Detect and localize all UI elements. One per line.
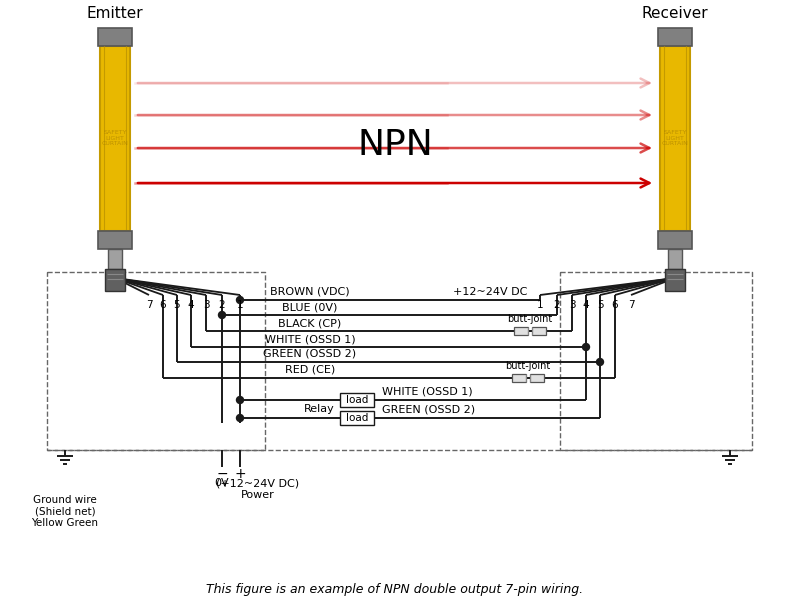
Bar bbox=[108, 249, 122, 269]
Text: BLACK (CP): BLACK (CP) bbox=[278, 318, 341, 328]
Text: WHITE (OSSD 1): WHITE (OSSD 1) bbox=[382, 387, 472, 397]
Bar bbox=[340, 411, 374, 425]
Bar bbox=[105, 269, 125, 291]
Text: 3: 3 bbox=[203, 300, 209, 310]
Bar bbox=[532, 327, 546, 335]
Bar bbox=[530, 374, 544, 382]
Bar bbox=[512, 374, 526, 382]
Text: Emitter: Emitter bbox=[87, 7, 143, 21]
Text: 3: 3 bbox=[569, 300, 575, 310]
Text: 4: 4 bbox=[583, 300, 589, 310]
Circle shape bbox=[582, 343, 589, 351]
Text: (+12~24V DC)
Power: (+12~24V DC) Power bbox=[216, 478, 299, 500]
Bar bbox=[668, 249, 682, 269]
Text: load: load bbox=[346, 395, 368, 405]
Circle shape bbox=[219, 312, 225, 318]
Text: 1: 1 bbox=[237, 300, 243, 310]
Text: 2: 2 bbox=[219, 300, 225, 310]
Bar bbox=[660, 46, 690, 231]
Text: 6: 6 bbox=[611, 300, 619, 310]
Text: SAFETY
LIGHT
CURTAIN: SAFETY LIGHT CURTAIN bbox=[661, 130, 688, 146]
Text: RED (CE): RED (CE) bbox=[285, 365, 335, 375]
Text: Ground wire
(Shield net)
Yellow Green: Ground wire (Shield net) Yellow Green bbox=[32, 495, 99, 528]
Text: −: − bbox=[216, 467, 228, 481]
Text: butt-joint: butt-joint bbox=[506, 361, 551, 371]
Circle shape bbox=[236, 296, 243, 304]
Bar bbox=[665, 269, 685, 291]
Text: +12~24V DC: +12~24V DC bbox=[453, 287, 527, 297]
Bar bbox=[98, 231, 132, 249]
Bar bbox=[514, 327, 528, 335]
Circle shape bbox=[596, 359, 604, 365]
Text: 5: 5 bbox=[174, 300, 180, 310]
Text: 2: 2 bbox=[554, 300, 560, 310]
Bar bbox=[98, 28, 132, 46]
Text: NPN: NPN bbox=[357, 128, 433, 162]
Text: 0V: 0V bbox=[215, 478, 229, 488]
Circle shape bbox=[236, 397, 243, 403]
Bar bbox=[658, 231, 692, 249]
Bar bbox=[100, 46, 130, 231]
Text: SAFETY
LIGHT
CURTAIN: SAFETY LIGHT CURTAIN bbox=[102, 130, 129, 146]
Text: 1: 1 bbox=[536, 300, 544, 310]
Text: BLUE (0V): BLUE (0V) bbox=[282, 302, 337, 312]
Text: GREEN (OSSD 2): GREEN (OSSD 2) bbox=[263, 349, 356, 359]
Circle shape bbox=[236, 414, 243, 422]
Text: 7: 7 bbox=[145, 300, 152, 310]
Text: Relay: Relay bbox=[304, 404, 335, 414]
Text: load: load bbox=[346, 413, 368, 423]
Bar bbox=[340, 393, 374, 407]
Text: 6: 6 bbox=[160, 300, 167, 310]
Text: Receiver: Receiver bbox=[641, 7, 709, 21]
Text: butt-joint: butt-joint bbox=[507, 314, 553, 324]
Text: BROWN (VDC): BROWN (VDC) bbox=[270, 287, 350, 297]
Text: 7: 7 bbox=[628, 300, 634, 310]
Text: WHITE (OSSD 1): WHITE (OSSD 1) bbox=[265, 334, 356, 344]
Text: GREEN (OSSD 2): GREEN (OSSD 2) bbox=[382, 405, 475, 415]
Text: +: + bbox=[234, 467, 246, 481]
Text: This figure is an example of NPN double output 7-pin wiring.: This figure is an example of NPN double … bbox=[206, 584, 584, 596]
Text: 4: 4 bbox=[188, 300, 194, 310]
Text: 5: 5 bbox=[596, 300, 604, 310]
Bar bbox=[658, 28, 692, 46]
